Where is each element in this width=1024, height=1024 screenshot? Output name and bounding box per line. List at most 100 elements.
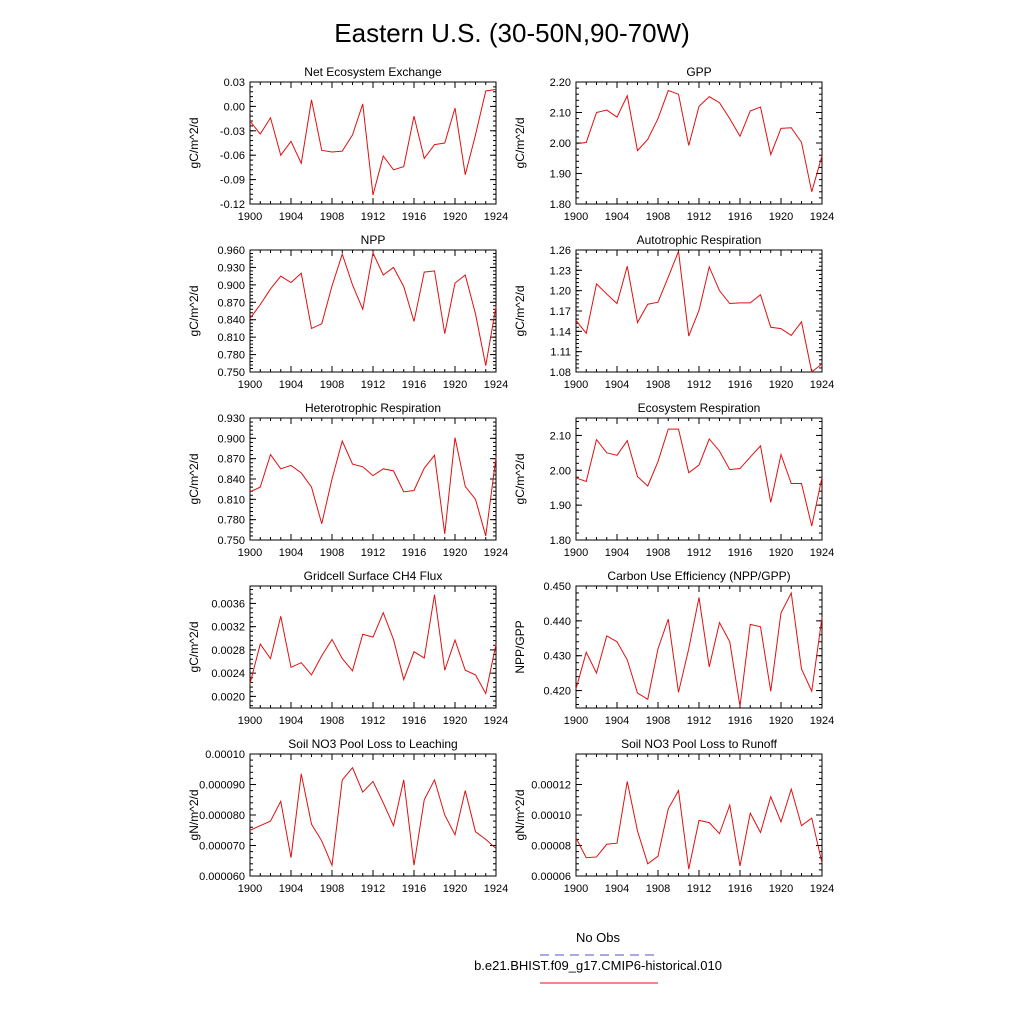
chart-panel-7: Gridcell Surface CH4 Flux gC/m^2/d 1900 190…: [187, 569, 508, 727]
series-line: [575, 89, 823, 192]
x-tick-label: 1916: [402, 211, 426, 223]
x-tick-label: 1920: [443, 715, 467, 727]
x-tick-label: 1916: [402, 715, 426, 727]
x-tick-label: 1916: [402, 883, 426, 895]
y-tick-label: 0.000070: [199, 841, 245, 853]
x-tick-label: 1920: [443, 547, 467, 559]
panel-grid: Net Ecosystem Exchange gC/m^2/d 1900 1904 19…: [187, 65, 834, 895]
panel-title: NPP: [361, 233, 386, 247]
x-tick-label: 1924: [484, 715, 508, 727]
panel-title: Net Ecosystem Exchange: [304, 65, 442, 79]
x-tick-label: 1904: [279, 883, 303, 895]
panel-title: Soil NO3 Pool Loss to Runoff: [621, 737, 778, 751]
x-tick-label: 1916: [402, 547, 426, 559]
x-tick-label: 1912: [687, 715, 711, 727]
y-tick-label: 0.00012: [531, 780, 571, 792]
y-tick-label: 0.780: [217, 515, 245, 527]
plot-frame: [575, 81, 823, 205]
x-tick-label: 1924: [484, 379, 508, 391]
y-tick-label: 1.80: [550, 199, 571, 211]
y-tick-label: -0.03: [220, 126, 245, 138]
y-tick-label: 0.0020: [211, 691, 245, 703]
y-tick-label: 0.000080: [199, 810, 245, 822]
x-tick-label: 1920: [443, 379, 467, 391]
y-tick-label: 1.11: [550, 347, 571, 359]
y-tick-label: 0.810: [217, 494, 245, 506]
x-tick-label: 1904: [605, 715, 629, 727]
x-tick-label: 1908: [646, 883, 670, 895]
y-tick-label: 0.0024: [211, 668, 245, 680]
x-tick-label: 1900: [564, 211, 588, 223]
x-tick-label: 1924: [810, 379, 834, 391]
x-tick-label: 1924: [484, 211, 508, 223]
x-tick-label: 1900: [238, 379, 262, 391]
x-tick-label: 1904: [279, 715, 303, 727]
legend-label-2: b.e21.BHIST.f09_g17.CMIP6-historical.010: [474, 958, 722, 973]
y-tick-label: 0.750: [217, 535, 245, 547]
series-line: [575, 781, 823, 870]
x-tick-label: 1912: [687, 547, 711, 559]
y-tick-label: 0.780: [217, 350, 245, 362]
chart-panel-1: Net Ecosystem Exchange gC/m^2/d 1900 1904 19…: [187, 65, 508, 223]
y-tick-label: 2.10: [550, 108, 571, 120]
x-tick-label: 1912: [361, 379, 385, 391]
plot-frame: [575, 753, 823, 877]
x-tick-label: 1904: [605, 379, 629, 391]
x-tick-label: 1908: [320, 547, 344, 559]
y-axis-label: gC/m^2/d: [513, 286, 527, 337]
x-tick-label: 1920: [443, 883, 467, 895]
y-axis-label: gC/m^2/d: [187, 622, 201, 673]
y-tick-label: 2.20: [550, 77, 571, 89]
x-tick-label: 1912: [361, 547, 385, 559]
x-tick-label: 1924: [810, 883, 834, 895]
x-tick-label: 1908: [320, 379, 344, 391]
x-tick-label: 1900: [238, 547, 262, 559]
y-tick-label: 1.80: [550, 535, 571, 547]
x-tick-label: 1900: [564, 547, 588, 559]
x-tick-label: 1908: [646, 715, 670, 727]
y-tick-label: -0.09: [220, 175, 245, 187]
x-tick-label: 1904: [279, 547, 303, 559]
x-tick-label: 1908: [320, 211, 344, 223]
x-tick-label: 1912: [361, 883, 385, 895]
y-tick-label: 0.000090: [199, 780, 245, 792]
y-axis-label: NPP/GPP: [513, 620, 527, 673]
y-tick-label: 1.08: [550, 367, 571, 379]
y-axis-label: gN/m^2/d: [513, 790, 527, 841]
y-tick-label: 1.90: [550, 169, 571, 181]
y-tick-label: 2.00: [550, 138, 571, 150]
series-line: [249, 766, 497, 868]
y-axis-label: gN/m^2/d: [187, 790, 201, 841]
panel-title: Carbon Use Efficiency (NPP/GPP): [607, 569, 790, 583]
x-tick-label: 1912: [687, 379, 711, 391]
figure-title: Eastern U.S. (30-50N,90-70W): [334, 18, 689, 48]
panel-title: Autotrophic Respiration: [637, 233, 762, 247]
chart-panel-2: GPP gC/m^2/d 1900 1904 1908 1912 1916 1920 1924 1…: [513, 65, 834, 223]
x-tick-label: 1924: [810, 715, 834, 727]
y-tick-label: 0.00: [224, 101, 245, 113]
y-tick-label: 2.10: [550, 430, 571, 442]
x-tick-label: 1920: [769, 379, 793, 391]
series-line: [575, 251, 823, 373]
panel-title: Ecosystem Respiration: [638, 401, 761, 415]
legend: No Obs b.e21.BHIST.f09_g17.CMIP6-historic…: [474, 930, 722, 984]
series-line: [249, 88, 497, 196]
y-tick-label: 0.810: [217, 332, 245, 344]
x-tick-label: 1924: [484, 547, 508, 559]
legend-label-1: No Obs: [576, 930, 621, 945]
chart-panel-3: NPP gC/m^2/d 1900 1904 1908 1912 1916 1920 1924 0…: [187, 233, 508, 391]
x-tick-label: 1900: [238, 211, 262, 223]
series-line: [249, 251, 497, 366]
x-tick-label: 1908: [646, 379, 670, 391]
y-tick-label: 0.430: [543, 651, 571, 663]
x-tick-label: 1916: [728, 379, 752, 391]
y-tick-label: 1.23: [550, 265, 571, 277]
y-tick-label: 0.840: [217, 315, 245, 327]
y-tick-label: 1.90: [550, 500, 571, 512]
chart-panel-8: Carbon Use Efficiency (NPP/GPP) NPP/GPP 19…: [513, 569, 834, 727]
y-tick-label: 0.00006: [531, 871, 571, 883]
x-tick-label: 1920: [443, 211, 467, 223]
x-tick-label: 1920: [769, 547, 793, 559]
y-tick-label: 0.420: [543, 686, 571, 698]
